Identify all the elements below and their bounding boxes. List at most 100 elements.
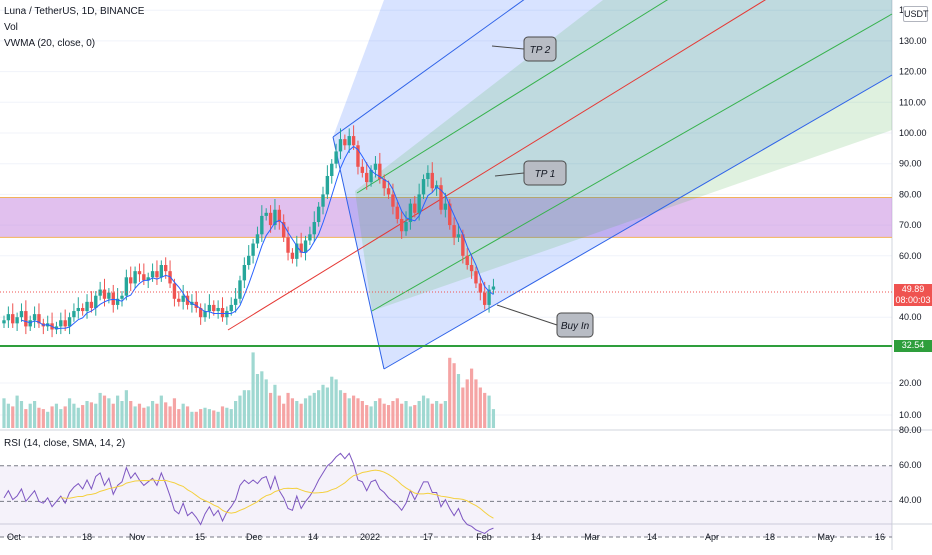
volume-bar [54,403,59,428]
last-price-value: 49.89 [901,284,925,294]
fork-inner-fill [355,0,892,311]
volume-bar [260,371,264,428]
volume-bar [255,374,260,428]
candle-body [203,311,207,318]
candle-body [273,209,277,226]
candle-body [146,277,150,281]
volume-bar [199,409,203,428]
rsi-legend[interactable]: RSI (14, close, SMA, 14, 2) [4,438,126,449]
price-levels [0,291,892,347]
rsi-tick-label: 60.00 [899,460,922,470]
tp2-callout-box [523,36,557,62]
candle-body [452,225,456,238]
rsi-tick-label: 80.00 [899,425,922,435]
candle-body [303,240,308,253]
volume-bar [303,398,308,428]
buy-in-callout-label: Buy In [561,321,590,332]
volume-bar [251,352,255,428]
candle-body [378,163,382,180]
volume-bar [111,403,115,428]
volume-bar [321,384,325,428]
candle-body [448,203,452,226]
volume-bar [24,409,28,428]
volume-bar [369,406,373,428]
candle-body [465,255,469,266]
volume-bar [216,411,220,428]
volume-bar [273,384,277,428]
volume-bar [242,390,246,428]
volume-bar [356,398,360,428]
volume-bar [247,390,251,428]
volume-bar [461,387,465,428]
support-price-tag: 32.54 [894,340,932,352]
volume-bar [347,398,351,428]
symbol-legend[interactable]: Luna / TetherUS, 1D, BINANCE [4,6,145,17]
volume-bar [378,398,382,428]
candle-body [216,307,220,312]
volume-bar [37,407,41,428]
candle-body [316,206,321,223]
candle-body [59,320,63,327]
vwma-legend[interactable]: VWMA (20, close, 0) [4,38,96,49]
buy-in-callout-box [556,312,594,338]
candle-body [11,314,15,324]
pitchfork-drawing[interactable] [227,0,893,370]
fork-lower-line [383,74,893,370]
volume-bar [404,401,408,428]
volume-bar [32,401,37,428]
fork-median-line [227,0,767,331]
volume-bar [181,403,185,428]
candle-body [172,283,177,299]
volume-bar [85,401,89,428]
candle-body [89,301,94,308]
candle-body [85,301,89,312]
time-tick-label: 18 [765,532,775,542]
volume-bar [365,405,369,428]
candle-body [251,243,255,256]
volume-bar [185,406,190,428]
volume-bar [207,409,211,428]
volume-bar [168,406,172,428]
vwma-line [21,145,494,330]
candle-body [356,145,360,167]
currency-button[interactable]: USDT [903,6,929,22]
time-tick-label: May [817,532,835,542]
volume-bar [146,406,150,428]
candle-body [67,317,72,327]
candle-body [133,271,137,284]
volume-bar [439,403,443,428]
candle-body [76,307,80,312]
volume-bar [448,357,452,428]
price-tick-label: 90.00 [899,159,922,169]
volume-bar [11,406,15,428]
price-tick-label: 100.00 [899,128,927,138]
candle-body [28,320,32,327]
candle-body [308,234,312,241]
buy-in-callout-pointer [496,304,558,326]
volume-bar [282,403,286,428]
candle-body [386,188,391,195]
candle-body [312,222,316,235]
volume-legend[interactable]: Vol [4,22,18,33]
volume-bar [391,401,395,428]
volume-bar [426,398,430,428]
candle-body [338,139,343,152]
volume-bar [487,395,491,428]
volume-bar [395,398,399,428]
time-tick-label: Nov [129,532,146,542]
time-tick-label: 14 [308,532,318,542]
annotations[interactable]: TP 2 TP 1 Buy In [491,36,594,338]
candle-body [290,252,295,259]
candle-body [233,298,238,305]
candle-body [491,286,496,290]
candle-body [439,185,443,210]
candle-body [321,194,325,207]
candle-body [111,292,115,305]
candle-body [220,307,225,318]
volume-bar [159,395,163,428]
time-tick-label: Feb [476,532,492,542]
volume-bar [116,395,120,428]
price-tick-label: 130.00 [899,36,927,46]
candle-body [474,271,478,284]
